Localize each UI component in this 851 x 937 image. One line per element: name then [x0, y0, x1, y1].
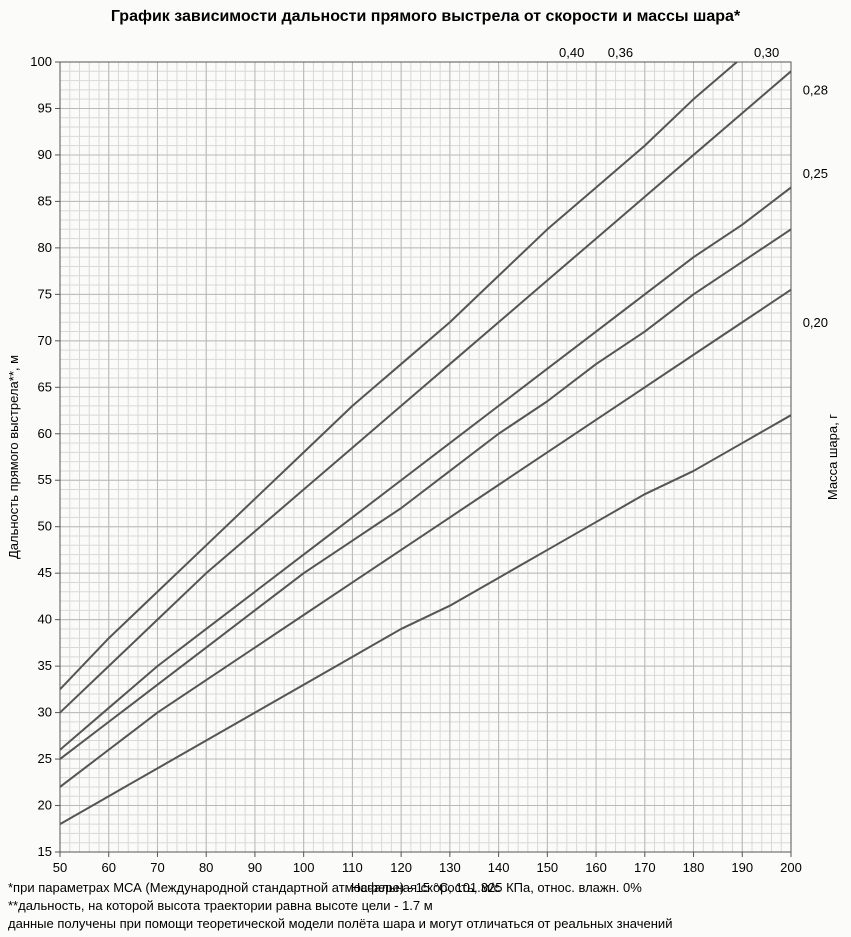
y-tick-label: 20	[38, 798, 52, 813]
y-tick-label: 95	[38, 100, 52, 115]
x-tick-label: 140	[488, 860, 510, 875]
x-tick-label: 160	[585, 860, 607, 875]
chart-container: График зависимости дальности прямого выс…	[0, 0, 851, 937]
y-tick-label: 45	[38, 565, 52, 580]
x-tick-label: 70	[150, 860, 164, 875]
x-tick-label: 130	[439, 860, 461, 875]
y-tick-label: 100	[30, 54, 52, 69]
y-tick-label: 90	[38, 147, 52, 162]
y-tick-label: 75	[38, 286, 52, 301]
x-tick-label: 110	[342, 860, 363, 875]
series-label: 0,25	[803, 166, 828, 181]
x-tick-label: 100	[293, 860, 315, 875]
footnote: *при параметрах МСА (Международной станд…	[8, 880, 642, 895]
x-tick-label: 60	[101, 860, 115, 875]
series-label: 0,40	[559, 45, 584, 60]
x-tick-label: 170	[634, 860, 656, 875]
series-label: 0,36	[608, 45, 633, 60]
y-tick-label: 80	[38, 240, 52, 255]
y-tick-label: 50	[38, 519, 52, 534]
y-tick-label: 35	[38, 658, 52, 673]
y-tick-label: 25	[38, 751, 52, 766]
footnote: **дальность, на которой высота траектори…	[8, 898, 433, 913]
right-axis-label: Масса шара, г	[825, 414, 840, 500]
y-axis-label: Дальность прямого выстрела**, м	[6, 355, 21, 559]
y-tick-label: 40	[38, 612, 52, 627]
footnote: данные получены при помощи теоретической…	[8, 916, 672, 931]
series-label: 0,20	[803, 315, 828, 330]
y-tick-label: 55	[38, 472, 52, 487]
x-tick-label: 190	[731, 860, 753, 875]
x-tick-label: 90	[248, 860, 262, 875]
y-tick-label: 70	[38, 333, 52, 348]
x-tick-label: 150	[536, 860, 558, 875]
chart-svg: 50 60 70 80 90 100 110 120 130 140 150 160 170 180 190…	[0, 0, 851, 937]
x-tick-label: 200	[780, 860, 802, 875]
x-tick-label: 180	[683, 860, 705, 875]
series-label: 0,30	[754, 45, 779, 60]
chart-title: График зависимости дальности прямого выс…	[0, 8, 851, 26]
series-label: 0,28	[803, 83, 828, 98]
x-tick-label: 120	[390, 860, 412, 875]
x-tick-label: 50	[53, 860, 67, 875]
y-tick-label: 65	[38, 379, 52, 394]
x-tick-label: 80	[199, 860, 213, 875]
y-tick-label: 85	[38, 193, 52, 208]
y-tick-label: 30	[38, 705, 52, 720]
y-tick-label: 15	[38, 844, 52, 859]
y-tick-label: 60	[38, 426, 52, 441]
